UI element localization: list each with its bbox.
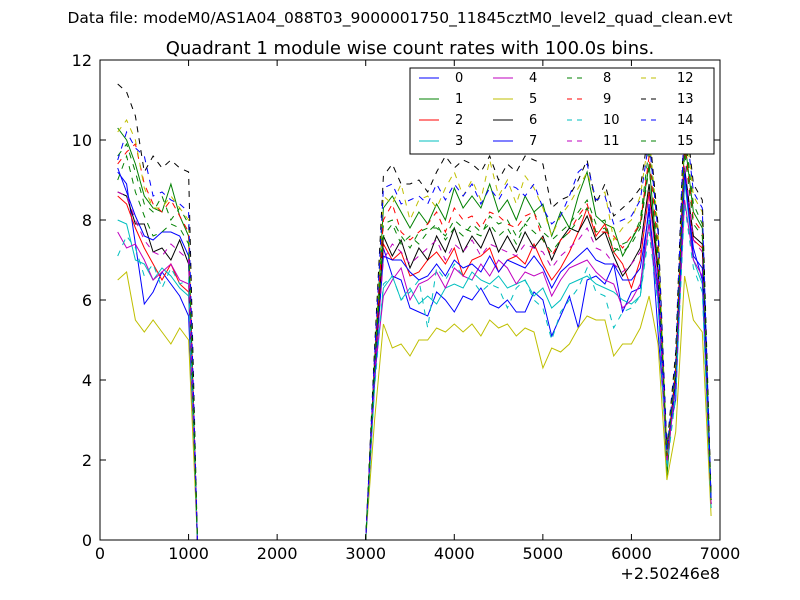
legend-label-12: 12	[677, 71, 694, 86]
chart-title: Quadrant 1 module wise count rates with …	[166, 38, 655, 59]
legend-frame	[409, 67, 715, 155]
legend-label-4: 4	[529, 71, 537, 86]
x-tick-label: 0	[95, 544, 105, 563]
legend-label-7: 7	[529, 134, 537, 149]
y-tick-label: 12	[72, 51, 92, 70]
y-tick-label: 8	[82, 211, 92, 230]
legend-label-1: 1	[455, 92, 463, 107]
x-tick-label: 2000	[257, 544, 298, 563]
x-offset-label: +2.50246e8	[620, 564, 720, 583]
plot-frame	[99, 59, 721, 541]
legend-label-10: 10	[603, 113, 620, 128]
x-tick-label: 7000	[700, 544, 741, 563]
legend-label-13: 13	[677, 92, 694, 107]
series-line-11	[117, 163, 712, 541]
x-tick-label: 3000	[345, 544, 386, 563]
y-tick-label: 2	[82, 451, 92, 470]
legend-label-15: 15	[677, 134, 694, 149]
suptitle: Data file: modeM0/AS1A04_088T03_90000017…	[67, 9, 732, 28]
legend-label-8: 8	[603, 71, 611, 86]
legend-label-6: 6	[529, 113, 537, 128]
y-tick-label: 0	[82, 531, 92, 550]
legend-label-9: 9	[603, 92, 611, 107]
y-tick-label: 10	[72, 131, 92, 150]
legend-label-3: 3	[455, 134, 463, 149]
y-tick-label: 6	[82, 291, 92, 310]
x-tick-label: 5000	[522, 544, 563, 563]
legend-label-2: 2	[455, 113, 463, 128]
y-tick-label: 4	[82, 371, 92, 390]
legend-label-5: 5	[529, 92, 537, 107]
legend-label-0: 0	[455, 71, 463, 86]
legend-label-11: 11	[603, 134, 620, 149]
x-tick-label: 4000	[434, 544, 475, 563]
x-tick-label: 1000	[168, 544, 209, 563]
legend-label-14: 14	[677, 113, 694, 128]
series-line-14	[117, 111, 712, 541]
x-tick-label: 6000	[611, 544, 652, 563]
